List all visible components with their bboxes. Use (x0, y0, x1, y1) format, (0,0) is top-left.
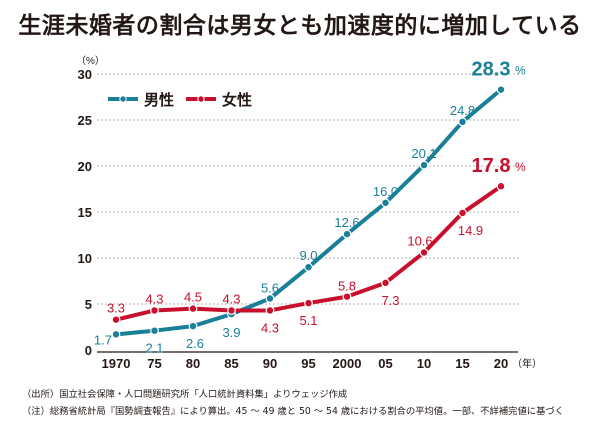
y-axis-unit-label: （%） (76, 55, 105, 67)
data-label: 5.8 (338, 279, 356, 294)
y-tick-label: 0 (85, 343, 92, 358)
x-tick-label: 1970 (102, 356, 131, 371)
data-point (458, 208, 467, 218)
x-tick-label: 2000 (333, 356, 362, 371)
y-tick-label: 25 (78, 113, 92, 128)
y-tick-label: 15 (78, 205, 92, 220)
final-value-label: 28.3 (472, 59, 511, 81)
data-label: 20.1 (411, 146, 436, 161)
data-point (111, 329, 121, 339)
x-tick-label: 20 (494, 356, 508, 371)
chart-title: 生涯未婚者の割合は男女とも加速度的に増加している (18, 13, 582, 39)
x-axis-unit-label: （年） (512, 357, 542, 370)
data-label: 3.3 (107, 301, 125, 316)
y-tick-label: 20 (78, 159, 92, 174)
y-tick-label: 10 (78, 251, 92, 266)
data-label: 5.1 (299, 313, 317, 328)
series-female: 3.3 4.3 4.5 4.3 4.3 5.1 5.8 7.3 10.6 14.9 17.8% (107, 155, 526, 335)
data-point (381, 198, 390, 208)
data-label: 3.9 (222, 325, 240, 340)
data-point (265, 294, 275, 303)
data-point (304, 262, 313, 272)
data-label: 9.0 (299, 248, 317, 263)
data-label: 4.3 (222, 291, 240, 306)
data-label: 1.7 (94, 332, 112, 347)
legend-marker (119, 95, 127, 103)
final-value-unit: % (515, 160, 526, 174)
legend-label: 女性 (222, 91, 252, 109)
data-point (188, 304, 198, 314)
data-point (150, 306, 159, 315)
data-label: 12.6 (334, 215, 359, 230)
data-label: 14.9 (458, 223, 483, 238)
data-label: 5.6 (261, 280, 279, 295)
final-value-unit: % (515, 64, 526, 78)
data-point (304, 298, 313, 308)
data-point (227, 306, 236, 315)
x-tick-label: 90 (263, 356, 277, 371)
legend-item-male: 男性 (108, 91, 174, 109)
x-tick-label: 15 (455, 356, 469, 371)
data-point (458, 117, 467, 127)
legend-marker (197, 95, 205, 103)
data-label: 7.3 (381, 293, 399, 308)
x-tick-label: 80 (186, 356, 200, 371)
y-axis-ticks: 0 5 10 15 20 25 30 (78, 67, 92, 358)
legend-item-female: 女性 (186, 91, 252, 109)
y-tick-label: 5 (85, 297, 92, 312)
legend: 男性 女性 (108, 91, 252, 109)
data-point (188, 321, 198, 331)
data-point (381, 278, 390, 288)
data-point (419, 248, 429, 257)
series-group: 1.72.1 2.63.95.69.012.616.020.124.828.3 %3… (94, 59, 526, 356)
data-point (342, 292, 352, 302)
series-male: 1.7 2.1 2.6 3.9 5.6 9.0 12.6 16.0 20.1 24.8 28.3% (94, 59, 526, 356)
data-label: 10.6 (407, 233, 432, 248)
legend-label: 男性 (144, 91, 174, 109)
data-label: 4.3 (261, 320, 279, 335)
footnote: （注）総務省統計局『国勢調査報告』により算出。45 〜 49 歳と 50 〜 5… (22, 406, 564, 417)
data-point (265, 306, 275, 315)
data-label: 16.0 (373, 184, 398, 199)
y-tick-label: 30 (78, 67, 92, 82)
x-tick-label: 05 (378, 356, 392, 371)
x-tick-label: 85 (224, 356, 238, 371)
data-point (342, 229, 352, 239)
data-label: 4.3 (145, 291, 163, 306)
x-tick-label: 95 (301, 356, 315, 371)
data-point (496, 181, 506, 191)
x-axis-ticks: 1970 75 80 85 90 95 2000 05 10 15 20 (102, 356, 509, 371)
data-label: 2.1 (145, 341, 163, 356)
data-label: 24.8 (450, 103, 475, 118)
data-point (111, 315, 121, 325)
data-label: 2.6 (186, 336, 204, 351)
final-value-label: 17.8 (472, 155, 511, 177)
x-tick-label: 75 (147, 356, 161, 371)
data-label: 4.5 (184, 290, 202, 305)
data-point (150, 326, 159, 336)
x-tick-label: 10 (417, 356, 431, 371)
gridlines (97, 73, 520, 305)
data-point (419, 160, 429, 170)
data-point (496, 85, 506, 95)
source-note: （出所）国立社会保障・人口問題研究所「人口統計資料集」よりウェッジ作成 (22, 389, 348, 400)
